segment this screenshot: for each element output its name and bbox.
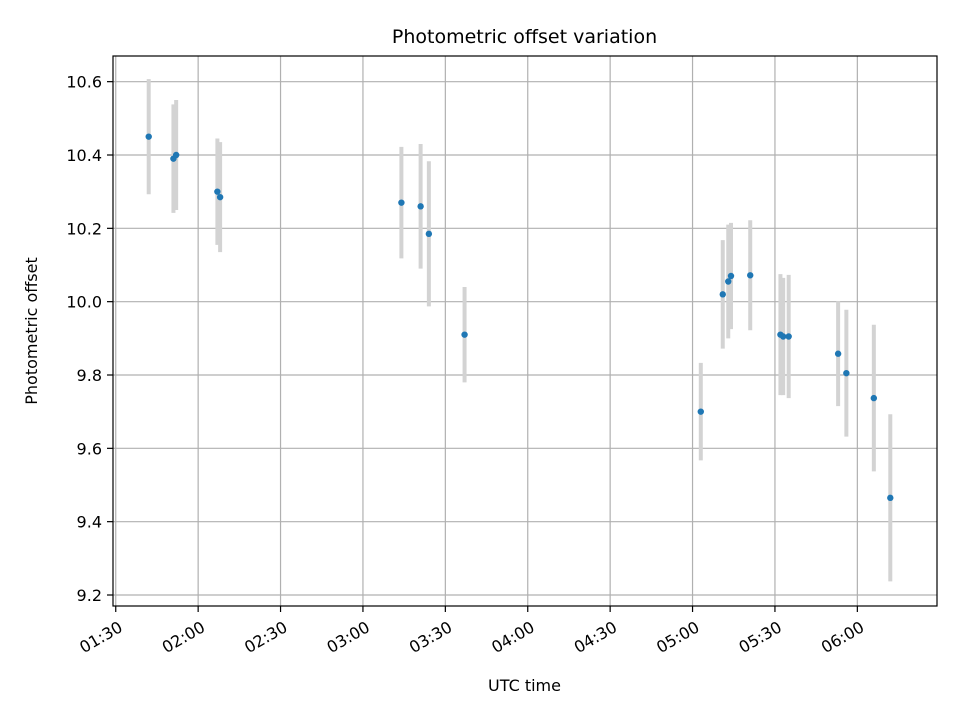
- y-tick-label: 9.4: [77, 513, 102, 532]
- plot-frame: [112, 55, 938, 607]
- data-point: [145, 133, 152, 140]
- grid: [113, 56, 937, 606]
- data-point: [843, 369, 850, 377]
- data-point: [172, 151, 180, 159]
- data-point: [214, 188, 221, 195]
- data-point: [461, 331, 468, 338]
- y-tick-label: 10.4: [66, 146, 102, 165]
- data-point: [417, 203, 424, 210]
- y-tick-label: 9.8: [77, 366, 102, 385]
- data-point: [719, 291, 726, 298]
- y-tick-label: 10.0: [66, 293, 102, 312]
- data-point: [727, 272, 735, 280]
- y-axis-ticks: 9.2 9.4 9.6 9.8 10.0 10.2 10.4 10.6: [66, 73, 113, 605]
- y-tick-label: 10.2: [66, 219, 102, 238]
- x-axis-label: UTC time: [488, 676, 561, 695]
- data-point: [785, 333, 792, 340]
- y-tick-label: 9.6: [77, 439, 102, 458]
- y-tick-label: 10.6: [66, 73, 102, 92]
- data-point: [425, 230, 433, 238]
- y-tick-label: 9.2: [77, 586, 102, 605]
- data-point: [216, 193, 224, 201]
- data-point: [398, 199, 405, 206]
- data-points: [145, 133, 894, 502]
- y-axis-label: Photometric offset: [22, 257, 41, 405]
- chart-title: Photometric offset variation: [392, 26, 657, 48]
- data-point: [870, 394, 878, 402]
- data-point: [779, 333, 787, 340]
- data-point: [887, 494, 894, 502]
- data-point: [697, 408, 704, 415]
- data-point: [747, 272, 754, 279]
- data-point: [725, 278, 732, 285]
- data-point: [834, 350, 842, 357]
